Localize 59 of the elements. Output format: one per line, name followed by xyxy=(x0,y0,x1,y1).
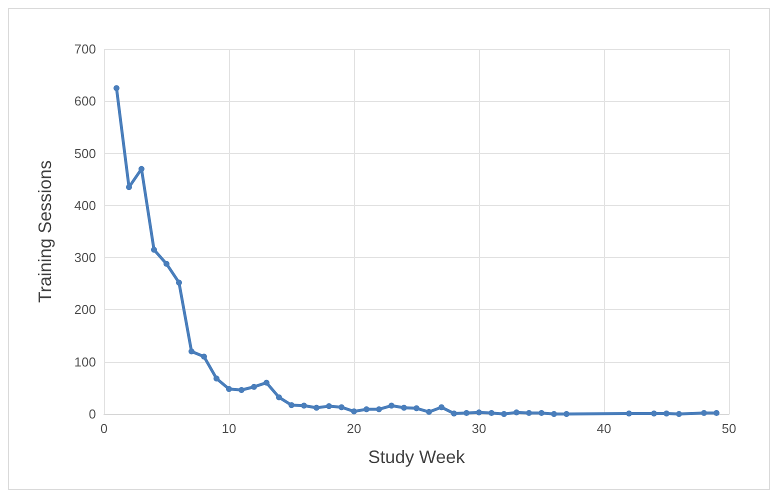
x-tick-label: 50 xyxy=(722,421,736,436)
x-tick-label: 0 xyxy=(100,421,108,436)
y-tick-label: 400 xyxy=(74,198,96,213)
point xyxy=(176,280,182,286)
point xyxy=(351,408,357,414)
point xyxy=(276,394,282,400)
point xyxy=(238,387,244,394)
y-tick-label: 500 xyxy=(74,146,96,161)
point xyxy=(126,184,132,190)
y-tick-label: 0 xyxy=(88,406,96,422)
point xyxy=(288,402,294,408)
point xyxy=(464,410,470,416)
y-tick-label: 100 xyxy=(74,354,96,370)
point xyxy=(664,410,670,416)
point xyxy=(388,402,394,409)
point xyxy=(264,380,270,386)
point xyxy=(201,354,207,360)
point xyxy=(564,411,570,417)
point xyxy=(476,409,482,416)
point xyxy=(226,386,232,392)
x-axis-title: Study Week xyxy=(368,447,466,467)
point xyxy=(551,411,557,417)
point xyxy=(338,404,344,410)
point xyxy=(164,260,170,267)
x-tick-label: 10 xyxy=(222,421,236,436)
point xyxy=(526,410,532,416)
point xyxy=(414,405,420,412)
point xyxy=(426,408,432,415)
y-tick-label: 300 xyxy=(74,250,96,266)
point xyxy=(651,410,657,416)
point xyxy=(301,402,307,409)
point xyxy=(501,411,507,417)
point xyxy=(214,376,220,382)
point xyxy=(701,410,707,416)
y-tick-label: 200 xyxy=(74,302,96,318)
point xyxy=(538,410,544,416)
point xyxy=(488,410,494,416)
point xyxy=(314,404,320,411)
x-tick-label: 40 xyxy=(596,421,612,436)
y-tick-label: 600 xyxy=(74,94,96,109)
point xyxy=(714,410,720,416)
point xyxy=(326,403,332,410)
point xyxy=(438,404,444,410)
x-tick-label: 30 xyxy=(472,421,486,436)
point xyxy=(151,246,157,253)
point xyxy=(376,406,382,412)
point xyxy=(251,384,257,390)
x-tick-label: 20 xyxy=(346,421,362,436)
point xyxy=(364,406,370,412)
point xyxy=(188,348,194,354)
point xyxy=(451,410,457,416)
point xyxy=(626,410,632,416)
point xyxy=(114,85,120,92)
y-tick-label: 700 xyxy=(74,42,96,56)
point xyxy=(138,166,144,172)
point xyxy=(676,411,682,417)
point xyxy=(401,404,407,411)
y-axis-title: Training Sessions xyxy=(35,160,55,303)
point xyxy=(514,409,520,416)
